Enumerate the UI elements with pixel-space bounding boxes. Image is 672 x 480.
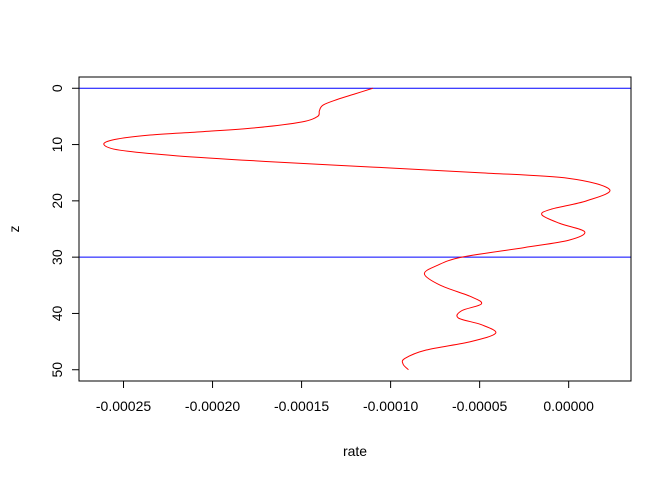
y-tick-label: 0 [49, 84, 65, 92]
x-tick-label: 0.00000 [543, 398, 594, 414]
reference-lines [79, 87, 631, 258]
y-tick-label: 10 [49, 137, 65, 153]
x-axis: -0.00025 -0.00020 -0.00015 -0.00010 -0.00005… [96, 381, 594, 414]
x-tick-label: -0.00020 [185, 398, 240, 414]
y-tick-label: 30 [49, 249, 65, 265]
rate-series-line [103, 87, 611, 371]
series-layer [103, 87, 611, 371]
x-tick-label: -0.00010 [363, 398, 418, 414]
y-tick-label: 20 [49, 193, 65, 209]
x-tick-label: -0.00005 [452, 398, 507, 414]
x-tick-label: -0.00015 [274, 398, 329, 414]
y-axis-label: z [6, 226, 22, 233]
y-tick-label: 50 [49, 362, 65, 378]
plot-frame [78, 76, 632, 382]
y-axis: 0 10 20 30 40 50 [49, 84, 79, 378]
x-axis-label: rate [343, 443, 367, 459]
y-tick-label: 40 [49, 305, 65, 321]
x-tick-label: -0.00025 [96, 398, 151, 414]
